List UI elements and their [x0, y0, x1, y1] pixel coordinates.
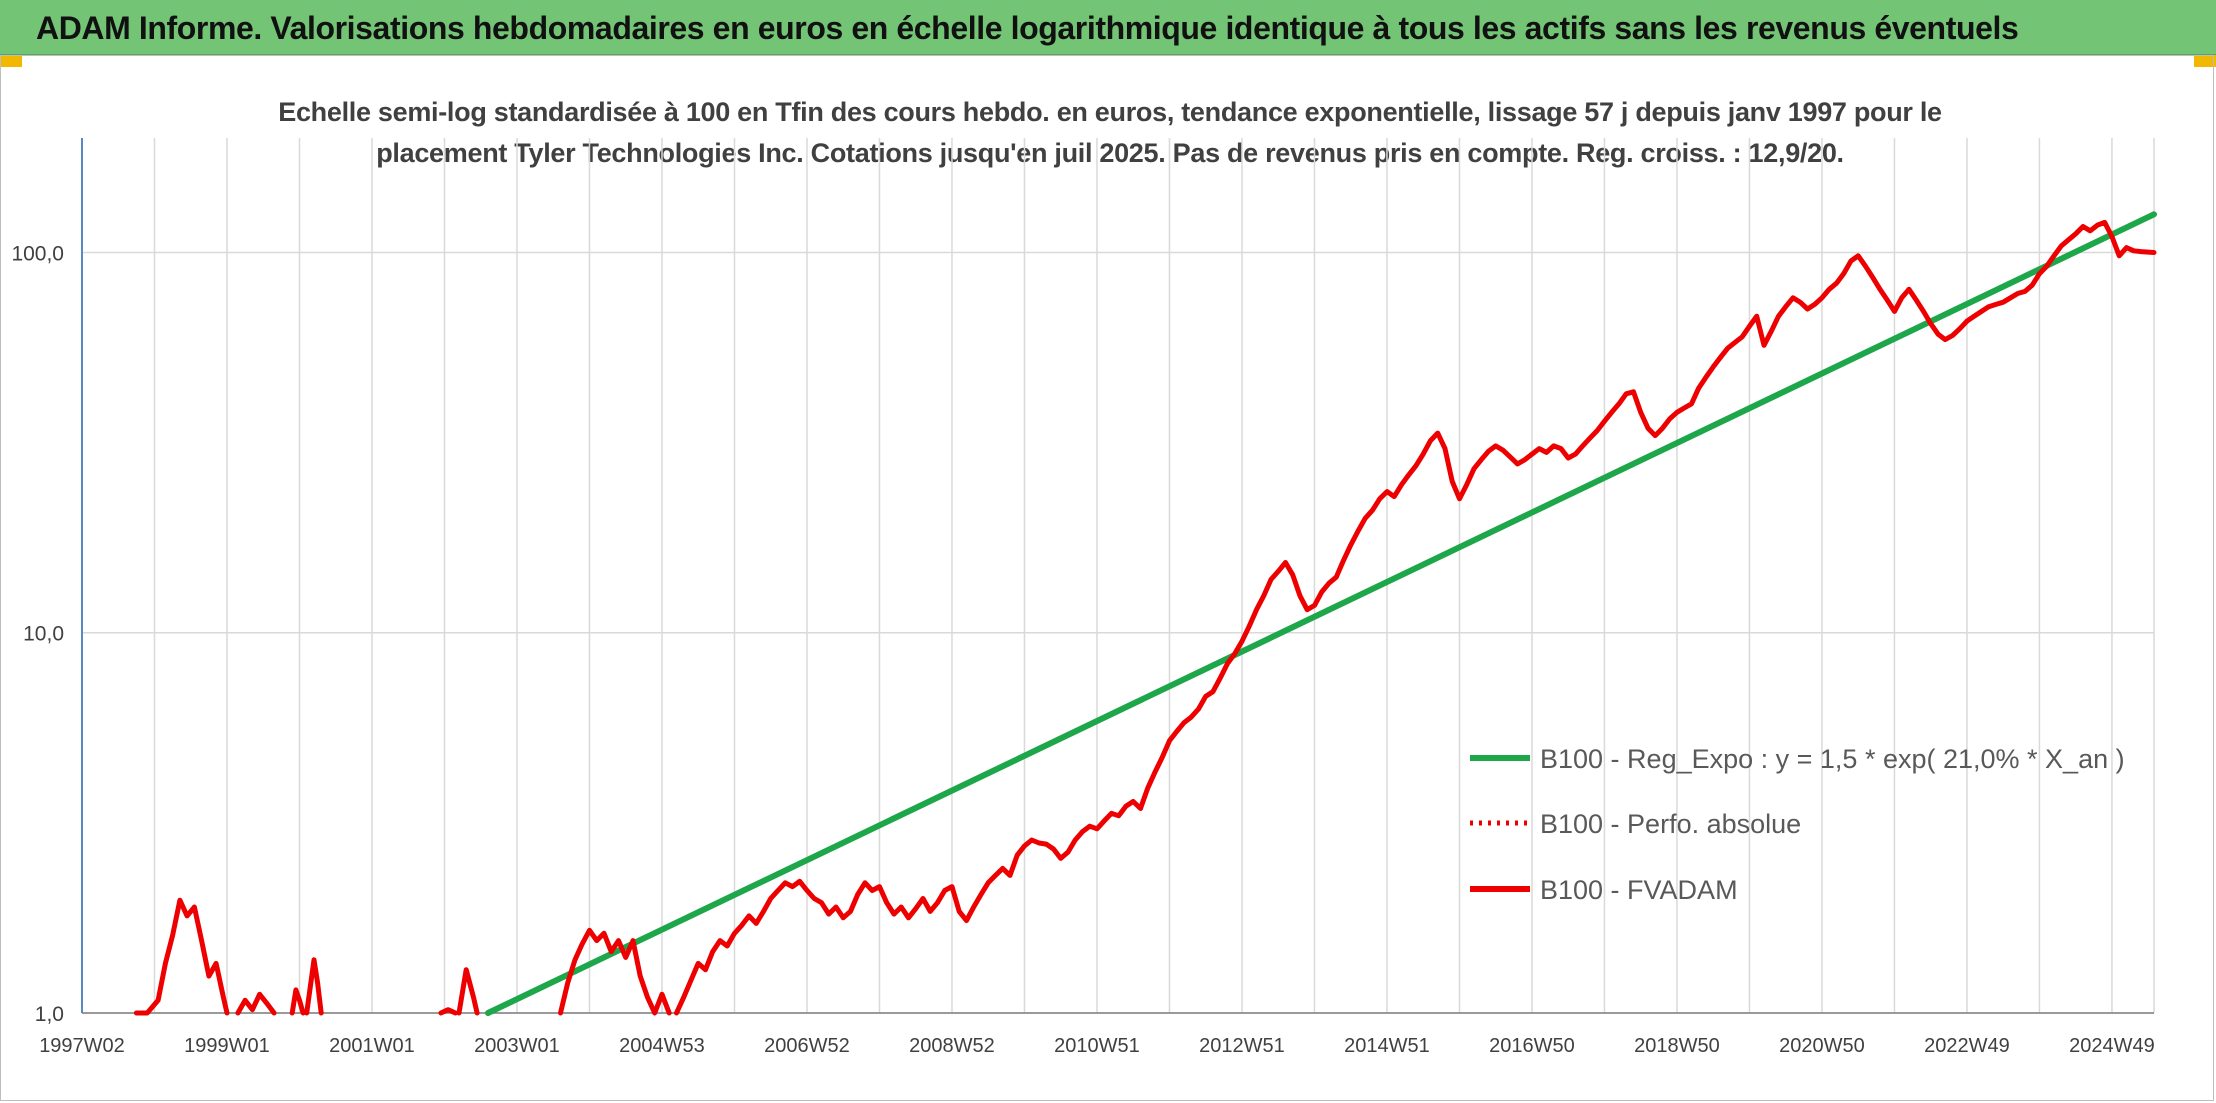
y-tick-label: 1,0	[35, 1003, 64, 1026]
legend-item-reg-expo-label: B100 - Reg_Expo : y = 1,5 * exp( 21,0% *…	[1540, 744, 2125, 774]
series-layer	[133, 211, 2157, 1016]
fvadam-line-segment	[558, 927, 672, 1016]
chart-title-line-2: placement Tyler Technologies Inc. Cotati…	[376, 138, 1844, 168]
x-tick-label: 2008W52	[909, 1035, 995, 1057]
x-tick-label: 2001W01	[329, 1035, 415, 1057]
x-tick-label: 2010W51	[1054, 1035, 1140, 1057]
chart-frame	[0, 55, 2214, 1101]
fvadam-line-segment	[456, 967, 480, 1016]
x-tick-label: 2024W49	[2069, 1035, 2155, 1057]
legend-item-fvadam-label: B100 - FVADAM	[1540, 875, 1738, 905]
fvadam-line-segment	[438, 1007, 458, 1016]
trend-line	[485, 211, 2157, 1016]
x-tick-label: 2018W50	[1634, 1035, 1720, 1057]
x-tick-label: 2003W01	[474, 1035, 560, 1057]
y-tick-label: 100,0	[11, 242, 64, 265]
header-bar: ADAM Informe. Valorisations hebdomadaire…	[0, 0, 2216, 55]
header-title: ADAM Informe. Valorisations hebdomadaire…	[36, 10, 2019, 46]
x-tick-label: 2012W51	[1199, 1035, 1285, 1057]
x-gridlines	[81, 138, 2155, 1013]
x-tick-label: 2022W49	[1924, 1035, 2010, 1057]
corner-accent-right	[2194, 55, 2216, 67]
x-tick-label: 2014W51	[1344, 1035, 1430, 1057]
x-tick-label: 2016W50	[1489, 1035, 1575, 1057]
corner-accent-left	[0, 55, 22, 67]
legend: B100 - Reg_Expo : y = 1,5 * exp( 21,0% *…	[1470, 744, 2125, 905]
x-tick-label: 2006W52	[764, 1035, 850, 1057]
fvadam-line-segment	[289, 987, 306, 1016]
x-tick-labels: 1997W02 1999W01 2001W01 2003W01 2004W53 2006W…	[39, 1035, 2155, 1057]
fvadam-line-segment	[235, 991, 277, 1016]
x-tick-label: 1997W02	[39, 1035, 125, 1057]
x-tick-label: 2004W53	[619, 1035, 705, 1057]
x-tick-label: 1999W01	[184, 1035, 270, 1057]
y-tick-label: 10,0	[23, 623, 64, 646]
fvadam-line-segment	[133, 897, 230, 1016]
x-tick-label: 2020W50	[1779, 1035, 1865, 1057]
chart-title: Echelle semi-log standardisée à 100 en T…	[180, 92, 2040, 174]
fvadam-line-segment	[304, 957, 324, 1016]
fvadam-line-segment	[674, 219, 2157, 1016]
chart-title-line-1: Echelle semi-log standardisée à 100 en T…	[278, 97, 1942, 127]
legend-item-perfo-absolue-label: B100 - Perfo. absolue	[1540, 809, 1801, 839]
y-tick-labels: 1,0 10,0 100,0	[11, 242, 64, 1026]
